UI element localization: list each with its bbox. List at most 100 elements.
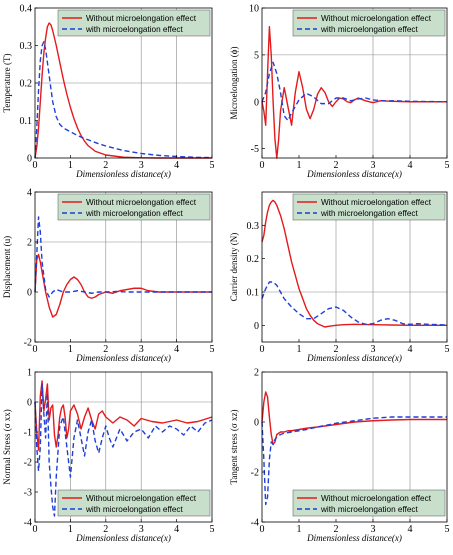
y-axis-label: Microelongation (ϕ) <box>229 47 239 120</box>
legend: Without microelongation effect with micro… <box>292 9 446 37</box>
y-tick-label: -5 <box>251 144 259 155</box>
series-line-with <box>261 416 447 506</box>
x-tick-label: 1 <box>297 344 302 355</box>
y-tick-label: 0.3 <box>247 221 260 232</box>
x-tick-label: 5 <box>210 344 215 355</box>
legend-box <box>57 9 211 37</box>
y-tick-label: 1 <box>27 368 32 379</box>
legend-label-without: Without microelongation effect <box>86 198 197 207</box>
x-tick-label: 3 <box>139 524 144 535</box>
x-tick-label: 0 <box>33 160 38 171</box>
x-axis-label: Dimensionless distance(x) <box>75 533 171 543</box>
x-tick-label: 5 <box>210 524 215 535</box>
x-tick-label: 0 <box>260 160 265 171</box>
legend-box <box>292 193 446 221</box>
legend-label-without: Without microelongation effect <box>321 14 432 23</box>
y-axis-label: Tangent stress (σ xz) <box>229 410 239 485</box>
series-line-with <box>34 383 213 517</box>
legend-box <box>292 489 446 517</box>
chart-panel-1: 0 1 2 3 4 5 0 0.1 0.2 0.3 0.4 Dimensionless distanc… <box>2 4 215 180</box>
series-line-with <box>34 216 212 298</box>
axes-frame <box>34 191 213 343</box>
y-tick-label: -2 <box>24 458 32 469</box>
x-tick-label: 3 <box>371 524 376 535</box>
y-tick-label: 0.2 <box>247 254 260 265</box>
legend: Without microelongation effect with micro… <box>292 193 446 221</box>
legend-label-with: with microelongation effect <box>85 209 184 218</box>
x-tick-label: 1 <box>297 160 302 171</box>
y-tick-label: 0.2 <box>20 79 33 90</box>
y-tick-label: 5 <box>254 50 259 61</box>
y-tick-label: 10 <box>249 4 259 15</box>
y-tick-label: 0.3 <box>20 41 33 52</box>
x-tick-label: 4 <box>174 160 179 171</box>
x-tick-label: 0 <box>33 344 38 355</box>
x-tick-label: 4 <box>174 524 179 535</box>
x-tick-label: 0 <box>33 524 38 535</box>
x-axis-label: Dimensionless distance(x) <box>306 353 402 363</box>
axes-frame <box>34 371 213 523</box>
x-tick-label: 4 <box>408 160 413 171</box>
x-tick-label: 1 <box>68 344 73 355</box>
x-tick-label: 2 <box>103 160 108 171</box>
y-tick-label: 0 <box>254 418 259 429</box>
y-tick-label: -2 <box>24 338 32 349</box>
legend-box <box>57 489 211 517</box>
y-tick-label: 0 <box>254 321 259 332</box>
x-tick-label: 4 <box>408 524 413 535</box>
legend-label-without: Without microelongation effect <box>86 494 197 503</box>
x-tick-label: 5 <box>445 344 450 355</box>
series-line-without <box>261 391 447 446</box>
y-tick-label: -1 <box>24 428 32 439</box>
x-tick-label: 0 <box>260 344 265 355</box>
y-tick-label: 0.1 <box>247 288 260 299</box>
series-line-with <box>34 41 213 159</box>
x-tick-label: 5 <box>445 160 450 171</box>
legend-label-without: Without microelongation effect <box>321 494 432 503</box>
legend-label-with: with microelongation effect <box>320 25 419 34</box>
series-line-without <box>261 199 447 328</box>
axes-frame <box>261 191 448 343</box>
y-axis-label: Carrier density (N) <box>229 233 239 301</box>
x-axis-label: Dimensionless distance(x) <box>306 169 402 179</box>
axes-frame <box>261 7 448 159</box>
y-tick-label: 0 <box>27 288 32 299</box>
x-tick-label: 2 <box>334 524 339 535</box>
legend-label-with: with microelongation effect <box>320 209 419 218</box>
series-line-without <box>261 26 447 159</box>
series-line-without <box>34 22 212 159</box>
y-tick-label: 2 <box>27 238 32 249</box>
y-tick-label: 4 <box>27 188 32 199</box>
y-tick-label: 0 <box>27 398 32 409</box>
legend: Without microelongation effect with micro… <box>292 489 446 517</box>
y-tick-label: 0 <box>27 154 32 165</box>
x-tick-label: 3 <box>139 344 144 355</box>
x-tick-label: 4 <box>408 344 413 355</box>
x-tick-label: 5 <box>445 524 450 535</box>
x-tick-label: 3 <box>371 344 376 355</box>
x-tick-label: 4 <box>174 344 179 355</box>
x-tick-label: 1 <box>297 524 302 535</box>
y-tick-label: -2 <box>251 468 259 479</box>
legend-label-without: Without microelongation effect <box>321 198 432 207</box>
y-tick-label: 0.1 <box>20 116 33 127</box>
series-line-without <box>34 380 213 451</box>
axes-frame <box>261 371 448 523</box>
series-line-with <box>261 61 448 122</box>
y-tick-label: -4 <box>251 518 259 529</box>
chart-panel-4: 0 1 2 3 4 5 0 0.1 0.2 0.3 Dimensionless distance(x… <box>229 191 450 363</box>
x-tick-label: 3 <box>139 160 144 171</box>
y-axis-label: Displacement (u) <box>2 236 12 298</box>
x-axis-label: Dimensionless distance(x) <box>75 169 171 179</box>
series-line-without <box>34 253 212 318</box>
x-tick-label: 5 <box>210 160 215 171</box>
legend-label-with: with microelongation effect <box>85 505 184 514</box>
x-axis-label: Dimensionless distance(x) <box>306 533 402 543</box>
x-tick-label: 2 <box>334 344 339 355</box>
x-tick-label: 3 <box>371 160 376 171</box>
